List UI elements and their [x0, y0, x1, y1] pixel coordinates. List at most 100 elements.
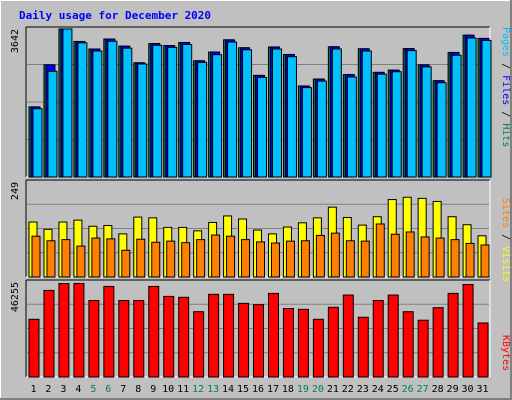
y-max-label-kbytes: 46255 — [10, 282, 21, 312]
bar-sites — [61, 239, 71, 278]
bar-kbytes — [88, 299, 100, 378]
bar-sites — [46, 240, 56, 278]
bar-kbytes — [282, 308, 294, 378]
bars-layer — [28, 28, 492, 378]
bar-kbytes — [327, 306, 339, 378]
bar-kbytes — [178, 296, 190, 378]
bar-pages — [361, 50, 372, 178]
legend-part: Hits — [500, 123, 511, 147]
legend-top-right: Pages / Files / Hits — [500, 27, 511, 147]
x-tick-label: 31 — [476, 384, 488, 395]
bar-pages — [301, 87, 312, 178]
bar-pages — [346, 76, 357, 178]
bar-pages — [406, 50, 417, 178]
bar-sites — [76, 245, 86, 278]
bar-pages — [227, 41, 238, 178]
bar-kbytes — [267, 292, 279, 378]
bar-pages — [286, 56, 297, 178]
ymax-labels: 3642 249 46255 — [10, 29, 21, 312]
x-tick-label: 1 — [30, 384, 36, 395]
legend-part: Files — [500, 75, 511, 105]
bar-kbytes — [477, 322, 489, 378]
bar-kbytes — [402, 311, 414, 378]
x-tick-label: 15 — [237, 384, 249, 395]
bar-kbytes — [133, 299, 145, 378]
bar-kbytes — [58, 283, 70, 378]
x-tick-label: 25 — [387, 384, 399, 395]
legend-bottom-right: KBytes — [500, 335, 511, 371]
bar-sites — [390, 233, 400, 278]
x-tick-label: 21 — [327, 384, 339, 395]
bar-sites — [330, 232, 340, 278]
legend-part: Visits — [500, 246, 511, 282]
legend-layer: Pages / Files / Hits Sites / Visits KBytes — [500, 27, 511, 371]
bar-pages — [182, 44, 193, 178]
x-tick-label: 8 — [135, 384, 141, 395]
bar-kbytes — [208, 293, 220, 378]
bar-pages — [32, 108, 43, 178]
bar-pages — [62, 28, 73, 178]
bar-sites — [420, 236, 430, 278]
bar-kbytes — [43, 289, 55, 378]
bar-kbytes — [118, 299, 130, 378]
bar-kbytes — [447, 292, 459, 378]
x-tick-label: 29 — [447, 384, 459, 395]
bar-sites — [375, 223, 385, 278]
bar-kbytes — [148, 285, 160, 378]
bar-kbytes — [417, 319, 429, 378]
x-tick-label: 30 — [462, 384, 474, 395]
bar-sites — [465, 242, 475, 278]
bar-kbytes — [342, 294, 354, 378]
bar-pages — [77, 42, 88, 178]
bar-pages — [47, 70, 58, 178]
bar-pages — [376, 73, 387, 178]
x-tick-label: 28 — [432, 384, 444, 395]
x-tick-label: 18 — [282, 384, 294, 395]
x-tick-label: 2 — [45, 384, 51, 395]
bar-sites — [256, 241, 266, 278]
y-max-label-visits: 249 — [10, 182, 21, 200]
bar-pages — [481, 39, 492, 178]
bar-sites — [31, 235, 41, 278]
bar-sites — [270, 242, 280, 278]
x-tick-label: 9 — [150, 384, 156, 395]
bar-pages — [167, 46, 178, 178]
bar-sites — [360, 240, 370, 278]
bar-kbytes — [73, 282, 85, 378]
legend-part: / — [500, 57, 511, 75]
bar-sites — [151, 241, 161, 278]
bar-sites — [196, 239, 206, 278]
bar-kbytes — [387, 294, 399, 378]
legend-part: KBytes — [500, 335, 511, 371]
bar-pages — [212, 54, 223, 178]
bar-pages — [271, 48, 282, 178]
legend-middle-right: Sites / Visits — [500, 198, 511, 282]
bar-pages — [257, 76, 268, 178]
x-tick-label: 12 — [192, 384, 204, 395]
bar-pages — [92, 50, 103, 178]
bar-kbytes — [432, 307, 444, 378]
bar-kbytes — [193, 311, 205, 378]
bar-sites — [136, 238, 146, 278]
bar-pages — [391, 71, 402, 178]
bar-sites — [166, 240, 176, 278]
bar-sites — [435, 237, 445, 278]
x-tick-label: 3 — [60, 384, 66, 395]
bar-pages — [436, 82, 447, 178]
x-tick-label: 24 — [372, 384, 384, 395]
x-tick-label: 11 — [177, 384, 189, 395]
bar-kbytes — [223, 293, 235, 378]
x-tick-label: 13 — [207, 384, 219, 395]
bar-kbytes — [103, 285, 115, 378]
x-tick-label: 6 — [105, 384, 111, 395]
x-tick-label: 10 — [162, 384, 174, 395]
bar-sites — [226, 235, 236, 278]
bar-sites — [285, 240, 295, 278]
x-tick-label: 17 — [267, 384, 279, 395]
x-tick-label: 23 — [357, 384, 369, 395]
x-tick-label: 27 — [417, 384, 429, 395]
bar-kbytes — [253, 304, 265, 378]
bar-sites — [405, 231, 415, 278]
legend-part: / — [500, 228, 511, 246]
